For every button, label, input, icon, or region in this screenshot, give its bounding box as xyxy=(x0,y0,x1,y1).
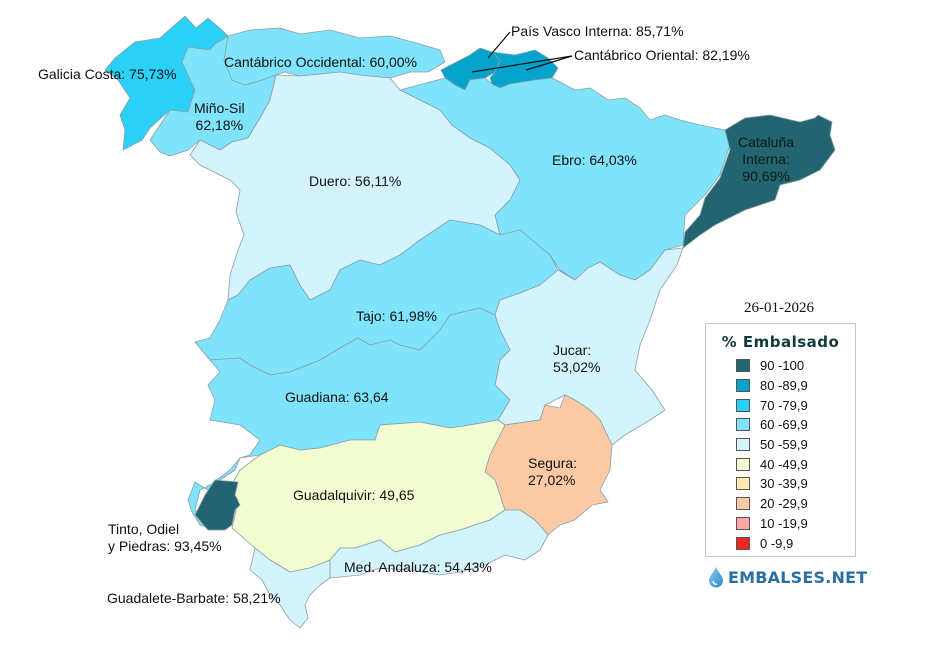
label-cataluna-interna: Cataluña Interna: 90,69% xyxy=(738,134,794,185)
legend-swatch xyxy=(736,379,750,393)
legend-title: % Embalsado xyxy=(721,333,840,351)
legend-range: 70 -79,9 xyxy=(760,397,808,413)
legend-range: 40 -49,9 xyxy=(760,456,808,472)
label-mino-sil-value: 62,18% xyxy=(195,117,244,133)
legend-swatch xyxy=(736,477,750,491)
legend-swatch xyxy=(736,516,750,530)
legend-item: 40 -49,9 xyxy=(706,454,855,474)
label-segura: Segura: 27,02% xyxy=(528,455,577,489)
label-mino-sil-name: Miño-Sil xyxy=(194,100,245,116)
label-ebro: Ebro: 64,03% xyxy=(552,152,637,168)
brand-name: EMBALSES.NET xyxy=(728,567,868,587)
basin-cantabrico-occidental[interactable] xyxy=(223,27,446,86)
label-med-andaluza: Med. Andaluza: 54,43% xyxy=(344,559,492,575)
leader-line-pais-vasco xyxy=(487,31,511,59)
label-segura-name: Segura: xyxy=(528,455,578,471)
label-tinto-name: Tinto, Odiel xyxy=(108,521,180,537)
label-tinto-odiel-piedras: Tinto, Odiel y Piedras: 93,45% xyxy=(108,521,222,555)
legend: % Embalsado 90 -100 80 -89,9 70 -79,9 60… xyxy=(705,323,856,557)
legend-item: 80 -89,9 xyxy=(706,376,855,396)
basin-cataluna-interna[interactable] xyxy=(682,114,836,249)
leader-line-cantabrico-oriental-1 xyxy=(471,55,573,73)
legend-range: 20 -29,9 xyxy=(760,496,808,512)
label-duero: Duero: 56,11% xyxy=(309,173,402,189)
legend-swatch xyxy=(736,359,750,373)
legend-item: 50 -59,9 xyxy=(706,435,855,455)
water-drop-icon xyxy=(709,567,723,588)
legend-item: 90 -100 xyxy=(706,356,855,376)
label-cantabrico-oriental: Cantábrico Oriental: 82,19% xyxy=(574,47,750,63)
label-pais-vasco-interna: País Vasco Interna: 85,71% xyxy=(511,23,684,39)
label-tajo: Tajo: 61,98% xyxy=(356,308,437,324)
label-guadalquivir: Guadalquivir: 49,65 xyxy=(293,487,415,503)
legend-range: 90 -100 xyxy=(760,358,805,374)
brand-logo[interactable]: EMBALSES.NET xyxy=(708,566,867,588)
leader-line-cantabrico-oriental-2 xyxy=(525,55,573,71)
label-galicia-costa: Galicia Costa: 75,73% xyxy=(38,66,177,82)
label-jucar-name: Jucar: xyxy=(553,342,592,358)
label-jucar: Jucar: 53,02% xyxy=(553,342,600,376)
legend-item: 0 -9,9 xyxy=(706,533,855,553)
basin-med-andaluza[interactable] xyxy=(329,509,549,579)
legend-swatch xyxy=(736,438,750,452)
legend-swatch xyxy=(736,497,750,511)
legend-swatch xyxy=(736,457,750,471)
basin-tinto-odiel-piedras[interactable] xyxy=(194,479,241,531)
label-cantabrico-occidental: Cantábrico Occidental: 60,00% xyxy=(224,54,417,70)
legend-range: 80 -89,9 xyxy=(760,378,808,394)
label-guadalete-barbate: Guadalete-Barbate: 58,21% xyxy=(107,590,281,606)
legend-range: 60 -69,9 xyxy=(760,417,808,433)
label-segura-value: 27,02% xyxy=(528,472,576,488)
basin-ebro[interactable] xyxy=(399,77,731,281)
legend-range: 50 -59,9 xyxy=(760,437,808,453)
legend-item: 60 -69,9 xyxy=(706,415,855,435)
legend-item: 20 -29,9 xyxy=(706,494,855,514)
legend-item: 70 -79,9 xyxy=(706,395,855,415)
map-date: 26-01-2026 xyxy=(744,300,814,316)
basin-guadalete-barbate[interactable] xyxy=(249,547,331,629)
label-jucar-value: 53,02% xyxy=(553,359,601,375)
legend-range: 30 -39,9 xyxy=(760,476,808,492)
legend-swatch xyxy=(736,536,750,550)
legend-item: 10 -19,9 xyxy=(706,514,855,534)
label-tinto-value: y Piedras: 93,45% xyxy=(108,538,222,554)
legend-swatch xyxy=(736,418,750,432)
legend-swatch xyxy=(736,398,750,412)
legend-item: 30 -39,9 xyxy=(706,474,855,494)
label-mino-sil: Miño-Sil 62,18% xyxy=(194,100,245,134)
label-cataluna-value: 90,69% xyxy=(742,168,790,184)
label-guadiana: Guadiana: 63,64 xyxy=(285,389,389,405)
label-cataluna-name-2: Interna: xyxy=(742,151,790,167)
label-cataluna-name-1: Cataluña xyxy=(738,134,795,150)
legend-range: 0 -9,9 xyxy=(760,535,794,551)
legend-range: 10 -19,9 xyxy=(760,515,808,531)
